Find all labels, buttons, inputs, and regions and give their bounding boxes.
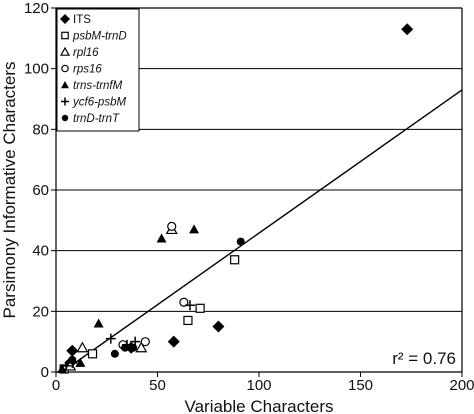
data-points [57,23,414,374]
point-ycf6-psbM [184,300,195,311]
legend-marker-trns-trnfM [61,81,69,89]
x-tick-label: 50 [149,377,166,394]
x-tick-label: 0 [52,377,60,394]
point-rpl16 [135,341,148,353]
point-trnD-trnT [236,237,245,246]
legend-marker-rps16 [61,64,69,73]
legend-label-rps16: rps16 [73,64,102,76]
y-tick-label: 80 [32,121,49,138]
legend-label-rpl16: rpl16 [73,47,99,59]
y-tick-label: 40 [32,243,49,260]
point-trns-trnfM [156,233,167,243]
legend-marker-psbM-trnD [61,31,69,40]
x-tick-label: 100 [246,377,271,394]
point-rps16 [179,297,189,307]
r-squared-annotation: r² = 0.76 [392,349,456,368]
legend-label-trnD-trnT: trnD-trnT [73,113,120,125]
y-tick-label: 120 [24,0,49,17]
point-psbM-trnD [183,315,193,326]
trendline [61,89,463,373]
point-trns-trnfM [93,318,104,328]
legend-marker-ITS [60,14,70,24]
point-psbM-trnD [230,255,240,265]
legend-marker-rpl16 [59,46,71,56]
y-tick-label: 0 [41,364,49,381]
point-rps16 [167,221,177,231]
legend-label-psbM-trnD: psbM-trnD [72,31,127,43]
legend-label-ITS: ITS [73,14,91,26]
legend-box [56,8,140,132]
legend-label-trns-trnfM: trns-trnfM [73,80,123,92]
regression-line [61,89,463,373]
point-ITS [212,320,225,333]
y-axis-label: Parsimony Informative Characters [0,62,19,319]
tick-labels: 0 50 100 150 200 0 20 40 60 80 100 120 [24,0,474,394]
point-ITS [66,344,79,357]
point-trns-trnfM [57,363,68,373]
x-axis-label: Variable Characters [185,397,334,414]
point-rps16 [140,337,150,347]
legend-marker-trnD-trnT [61,114,69,122]
point-trns-trnfM [189,224,200,234]
point-ITS [401,23,414,36]
y-tick-label: 60 [32,182,49,199]
point-psbM-trnD [87,349,98,359]
point-trnD-trnT [129,343,138,352]
legend-label-ycf6-psbM: ycf6-psbM [72,97,126,109]
x-tick-label: 150 [348,377,373,394]
point-trnD-trnT [68,355,77,364]
point-ITS [167,335,180,348]
legend-marker-ycf6-psbM [61,97,69,106]
point-psbM-trnD [195,303,205,313]
point-ycf6-psbM [105,333,116,344]
x-tick-label: 200 [449,377,474,394]
point-ycf6-psbM [61,360,72,371]
point-trns-trnfM [75,357,86,367]
point-trnD-trnT [121,343,130,352]
y-tick-label: 100 [24,61,49,78]
legend: ITS psbM-trnD rpl16 rps16 trns-trnfM ycf6-psb… [56,8,140,132]
point-trnD-trnT [110,349,119,358]
y-tick-label: 20 [32,303,49,320]
point-rpl16 [76,341,89,353]
